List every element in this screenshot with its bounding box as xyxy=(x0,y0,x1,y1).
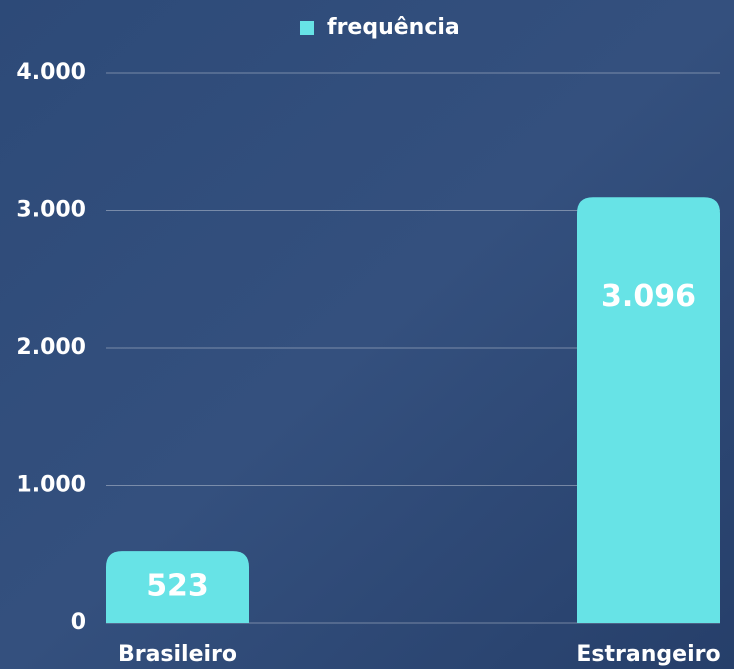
x-tick-label: Brasileiro xyxy=(118,642,237,667)
legend-label: frequência xyxy=(327,15,460,40)
y-tick-label: 0 xyxy=(71,610,86,635)
value-label: 3.096 xyxy=(601,279,696,314)
legend-swatch xyxy=(300,21,314,35)
y-tick-label: 2.000 xyxy=(16,335,86,360)
value-label: 523 xyxy=(146,569,209,604)
bar xyxy=(577,197,720,624)
x-tick-label: Estrangeiro xyxy=(576,642,720,667)
y-tick-label: 1.000 xyxy=(16,473,86,498)
y-tick-label: 3.000 xyxy=(16,198,86,223)
y-tick-label: 4.000 xyxy=(16,60,86,85)
bar xyxy=(106,551,249,623)
